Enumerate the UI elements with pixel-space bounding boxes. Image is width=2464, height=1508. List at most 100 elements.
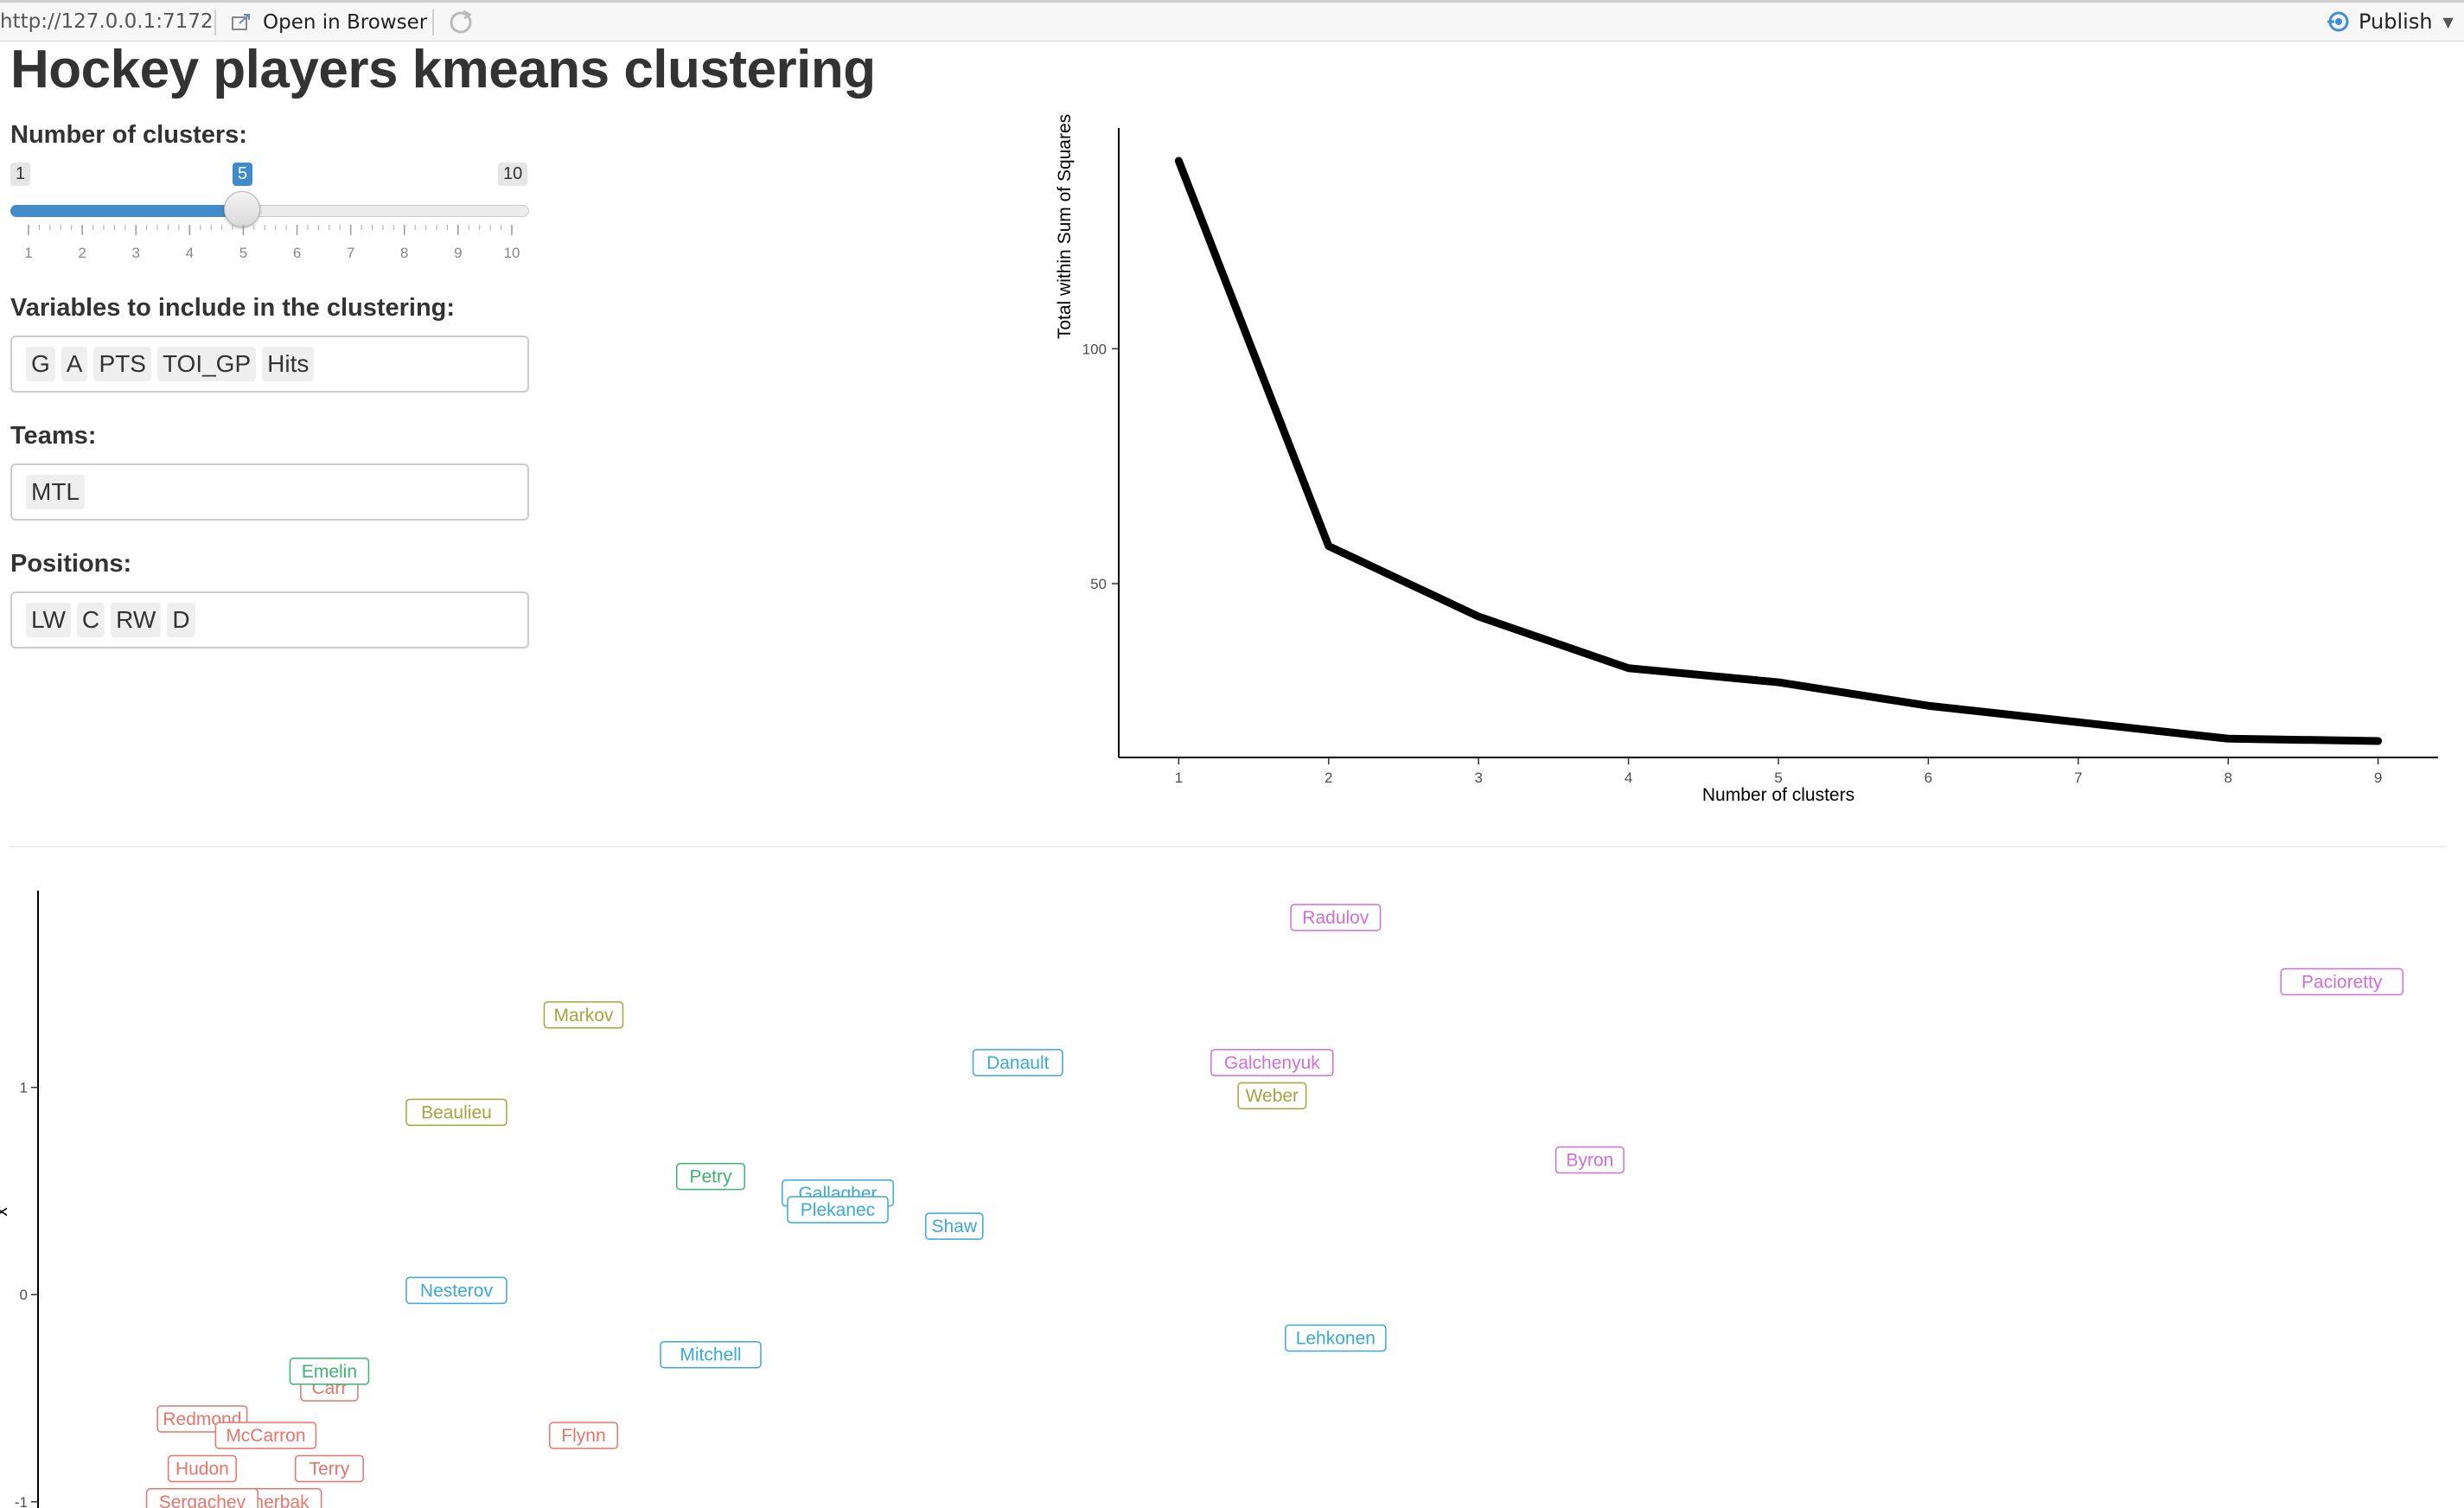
toolbar-divider [432,10,434,35]
variables-select[interactable]: G A PTS TOI_GP Hits [10,335,529,393]
x-tick-label: 6 [1925,770,1932,786]
x-tick-label: 9 [2374,770,2382,786]
team-tag[interactable]: MTL [26,475,85,509]
label-box [1285,1324,1387,1352]
player-name: Terry [310,1459,350,1479]
player-label: Terry [294,1454,364,1483]
player-name: Mitchell [680,1345,741,1365]
player-label: Markov [543,1001,624,1029]
teams-select[interactable]: MTL [10,463,529,521]
variable-tag[interactable]: PTS [93,347,151,381]
label-box [1210,1049,1334,1077]
label-box [1554,1146,1625,1174]
variable-tag[interactable]: TOI_GP [156,347,257,381]
clusters-label: Number of clusters: [10,121,247,149]
x-tick-label: 5 [1774,770,1782,786]
player-label: Radulov [1290,904,1382,931]
y-tick-label: 50 [1090,576,1107,592]
label-box [214,1422,317,1449]
player-label: Flynn [548,1422,618,1449]
section-divider [9,846,2447,847]
position-tag[interactable]: D [167,603,195,637]
label-box [548,1422,618,1449]
player-label: Weber [1237,1082,1307,1109]
y-tick-label: 0 [20,1287,28,1303]
slider-tick-label: 5 [239,245,247,261]
player-name: Shaw [932,1217,978,1236]
label-box [972,1049,1063,1077]
player-name: Hudon [176,1459,229,1479]
slider-tick-label: 3 [131,245,139,261]
label-box [675,1162,745,1191]
position-tag[interactable]: C [76,603,105,637]
slider-max-label: 10 [498,163,528,186]
clusters-slider[interactable]: 1 5 10 1 2 3 4 5 6 7 8 9 10 [10,156,529,268]
variable-tag[interactable]: G [26,347,55,381]
x-tick-label: 4 [1625,770,1632,786]
toolbar-divider [214,10,216,35]
slider-tick-label: 1 [24,245,32,261]
positions-select[interactable]: LW C RW D [10,591,529,649]
player-name: Sergachev [159,1492,246,1508]
player-name: Markov [554,1006,614,1026]
label-box [787,1196,889,1224]
player-name: Lehkonen [1296,1329,1376,1349]
player-name: Flynn [561,1426,605,1446]
label-box [543,1001,624,1029]
label-box [294,1454,364,1483]
slider-handle[interactable] [224,191,260,227]
player-label: McCarron [214,1422,317,1449]
teams-label: Teams: [10,422,97,450]
player-label: Hudon [167,1454,237,1483]
label-box [405,1098,507,1127]
player-label: Beaulieu [405,1098,507,1127]
slider-tick-label: 8 [400,245,408,261]
positions-label: Positions: [10,550,132,578]
player-label: Pacioretty [2280,968,2403,996]
label-box [2280,968,2403,996]
x-tick-label: 8 [2224,770,2231,786]
y-axis-title: Total within Sum of Squares [1055,114,1075,339]
publish-button[interactable]: Publish ▼ [2326,10,2454,34]
x-tick-label: 3 [1474,770,1482,786]
slider-value-label: 5 [233,163,253,186]
label-box [660,1340,762,1369]
position-tag[interactable]: LW [26,603,71,637]
chevron-down-icon[interactable]: ▼ [2442,13,2454,30]
slider-tick-label: 10 [504,245,520,261]
variable-tag[interactable]: Hits [262,347,315,381]
url-text[interactable]: http://127.0.0.1:7172 [0,10,214,33]
label-box [167,1454,237,1483]
slider-tick-label: 6 [293,245,301,261]
viewer-toolbar: http://127.0.0.1:7172 Open in Browser Pu… [0,0,2464,42]
player-name: Byron [1566,1150,1613,1170]
player-label: Sergachev [145,1488,259,1508]
player-label: Plekanec [787,1196,889,1224]
position-tag[interactable]: RW [111,603,162,637]
player-name: Emelin [302,1362,357,1382]
player-name: Pacioretty [2301,972,2383,992]
label-box [145,1488,259,1508]
y-tick-label: 1 [20,1080,28,1096]
y-tick-label: 100 [1082,341,1107,357]
label-box [925,1212,984,1240]
slider-fill [10,205,242,217]
player-name: McCarron [226,1426,305,1446]
player-label: Danault [972,1049,1063,1077]
x-tick-label: 7 [2074,770,2082,786]
player-label: Mitchell [660,1340,762,1369]
variables-label: Variables to include in the clustering: [10,294,456,322]
open-in-browser-button[interactable]: Open in Browser [230,8,427,37]
player-label: Petry [675,1162,745,1191]
page-title: Hockey players kmeans clustering [10,40,876,99]
slider-tick-label: 2 [78,245,86,261]
x-axis-title: Number of clusters [1702,785,1854,805]
refresh-icon[interactable] [446,8,476,37]
player-name: Radulov [1302,908,1369,928]
player-name: Beaulieu [421,1102,492,1122]
y-axis-title: x [0,1207,11,1217]
player-name: Danault [986,1053,1050,1073]
variable-tag[interactable]: A [61,347,88,381]
player-name: Nesterov [420,1281,494,1300]
player-label: Galchenyuk [1210,1049,1334,1077]
